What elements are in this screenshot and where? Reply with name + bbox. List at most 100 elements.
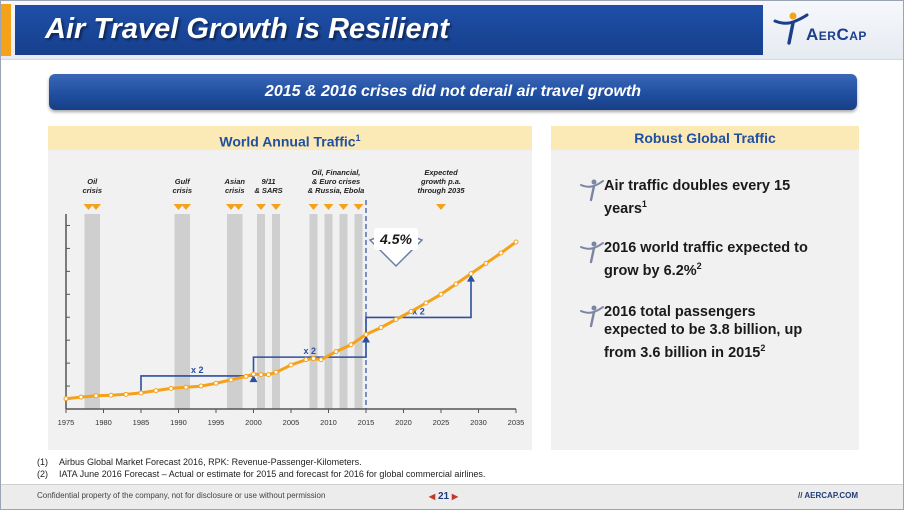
- next-page-icon[interactable]: ▶: [451, 492, 458, 501]
- crisis-label: Asian crisis: [224, 177, 246, 195]
- point-footnote-ref: 1: [641, 199, 647, 209]
- x-tick-label: 1980: [95, 418, 112, 427]
- data-point: [348, 342, 354, 348]
- crisis-marker-icon: [323, 204, 334, 210]
- aercap-figure-icon: [773, 12, 809, 45]
- left-panel-title-sup: 1: [355, 133, 361, 143]
- data-point: [138, 390, 144, 396]
- crisis-marker-icon: [91, 204, 101, 210]
- point-label: Air traffic doubles every 15 years: [604, 178, 791, 217]
- data-point: [198, 383, 204, 389]
- slide-title: Air Travel Growth is Resilient: [45, 13, 449, 45]
- data-point: [311, 356, 316, 362]
- aercap-figure-icon: [580, 241, 604, 264]
- expected-growth-label: Expected growth p.a. through 2035: [417, 168, 465, 195]
- data-point: [378, 325, 384, 331]
- x-tick-label: 2005: [283, 418, 300, 427]
- point-label: 2016 world traffic expected to grow by 6…: [604, 240, 808, 279]
- data-point: [498, 250, 504, 256]
- data-point: [78, 394, 84, 400]
- slide-footer: Confidential property of the company, no…: [1, 484, 903, 509]
- data-point: [266, 372, 271, 378]
- left-panel-title-text: World Annual Traffic: [219, 133, 356, 150]
- aercap-figure-icon: [580, 179, 604, 202]
- prev-page-icon[interactable]: ◀: [429, 492, 436, 501]
- x-tick-label: 2020: [395, 418, 412, 427]
- x-tick-label: 1985: [133, 418, 150, 427]
- growth-value: 4.5%: [379, 231, 412, 247]
- doubling-label: x 2: [412, 306, 425, 316]
- x-tick-label: 2010: [320, 418, 337, 427]
- crisis-band: [234, 214, 243, 409]
- crisis-marker-icon: [233, 204, 244, 210]
- confidential-notice: Confidential property of the company, no…: [37, 491, 326, 500]
- footnote-1: (1) Airbus Global Market Forecast 2016, R…: [37, 457, 362, 467]
- point-footnote-ref: 2: [696, 261, 702, 271]
- point-footnote-ref: 2: [760, 343, 766, 353]
- crisis-band: [324, 214, 333, 409]
- growth-badge-bg: [374, 228, 418, 250]
- right-panel-title: Robust Global Traffic: [551, 126, 859, 150]
- data-point: [168, 385, 174, 391]
- x-tick-label: 2035: [508, 418, 525, 427]
- crisis-marker-icon: [181, 204, 191, 210]
- point-text: Air traffic doubles every 15 years1: [604, 177, 814, 218]
- point-label: 2016 total passengers expected to be 3.8…: [604, 304, 803, 361]
- banner-text: 2015 & 2016 crises did not derail air tr…: [264, 83, 642, 100]
- crisis-label: Gulf crisis: [172, 177, 192, 195]
- crisis-band: [174, 214, 183, 409]
- logo-text: AerCap: [806, 25, 867, 44]
- page-number: ◀ 21 ▶: [429, 491, 458, 502]
- data-point: [153, 388, 159, 394]
- data-point: [258, 372, 264, 378]
- point-text: 2016 total passengers expected to be 3.8…: [604, 303, 814, 362]
- traffic-line: [65, 240, 517, 401]
- aercap-logo: AerCap: [771, 9, 891, 53]
- crisis-marker-icon: [173, 204, 184, 210]
- data-point: [483, 260, 489, 266]
- data-point: [183, 384, 189, 390]
- data-point: [273, 369, 279, 375]
- data-point: [303, 357, 309, 363]
- data-point: [333, 349, 339, 355]
- data-point: [468, 271, 474, 277]
- data-point: [108, 392, 114, 398]
- website: // AERCAP.COM: [798, 491, 859, 500]
- crisis-marker-icon: [308, 204, 319, 210]
- crisis-marker-icon: [226, 204, 236, 210]
- doubling-step: [365, 279, 472, 335]
- doubling-label: x 2: [303, 346, 316, 356]
- footnotes: (1) Airbus Global Market Forecast 2016, R…: [37, 456, 485, 480]
- doubling-step: [252, 340, 367, 375]
- subtitle-banner: 2015 & 2016 crises did not derail air tr…: [49, 74, 857, 110]
- x-tick-label: 2025: [433, 418, 450, 427]
- crisis-band: [339, 214, 348, 409]
- data-point: [63, 396, 69, 402]
- doubling-arrow-icon: [467, 274, 475, 282]
- data-point: [213, 380, 219, 386]
- data-point: [93, 393, 99, 399]
- crisis-label: Oil crisis: [82, 177, 102, 195]
- aercap-figure-icon: [580, 305, 604, 328]
- doubling-label: x 2: [191, 365, 204, 375]
- data-point: [251, 371, 256, 377]
- right-panel-body: [551, 150, 859, 450]
- x-tick-label: 2030: [470, 418, 487, 427]
- data-point: [513, 239, 519, 245]
- data-point: [363, 331, 369, 337]
- data-point: [423, 300, 429, 306]
- data-point: [438, 291, 444, 297]
- data-point: [243, 373, 249, 379]
- point-text: 2016 world traffic expected to grow by 6…: [604, 239, 814, 280]
- data-point: [393, 317, 399, 323]
- crisis-label: Oil, Financial, & Euro crises & Russia, Eb…: [308, 168, 365, 195]
- crisis-band: [272, 214, 280, 409]
- crisis-band: [309, 214, 318, 409]
- world-traffic-chart: Oil crisis Gulf crisis Asian crisis 9/11 & SARS…: [58, 168, 525, 427]
- crisis-band: [354, 214, 363, 409]
- header-accent: [1, 4, 11, 56]
- x-tick-label: 2000: [245, 418, 262, 427]
- x-tick-label: 1975: [58, 418, 75, 427]
- x-tick-label: 1995: [208, 418, 225, 427]
